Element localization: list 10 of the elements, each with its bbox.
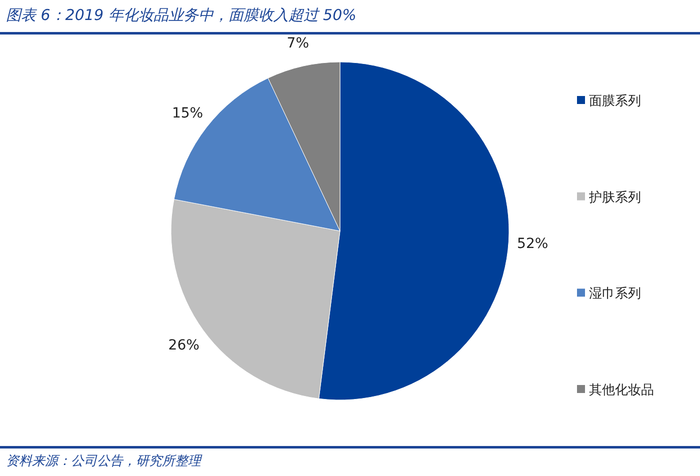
legend-label: 其他化妆品 [589,383,654,398]
data-label: 26% [168,337,200,354]
title: 图表 6：2019 年化妆品业务中，面膜收入超过 50% [6,6,356,24]
legend-label: 护肤系列 [589,190,641,206]
annotation: 资料来源：公司公告，研究所整理 [6,454,201,469]
legend-label: 面膜系列 [589,94,641,109]
data-label: 52% [517,236,548,252]
data-label: 7% [286,36,309,52]
legend-label: 湿巾系列 [589,286,641,302]
data-label: 15% [172,106,204,122]
